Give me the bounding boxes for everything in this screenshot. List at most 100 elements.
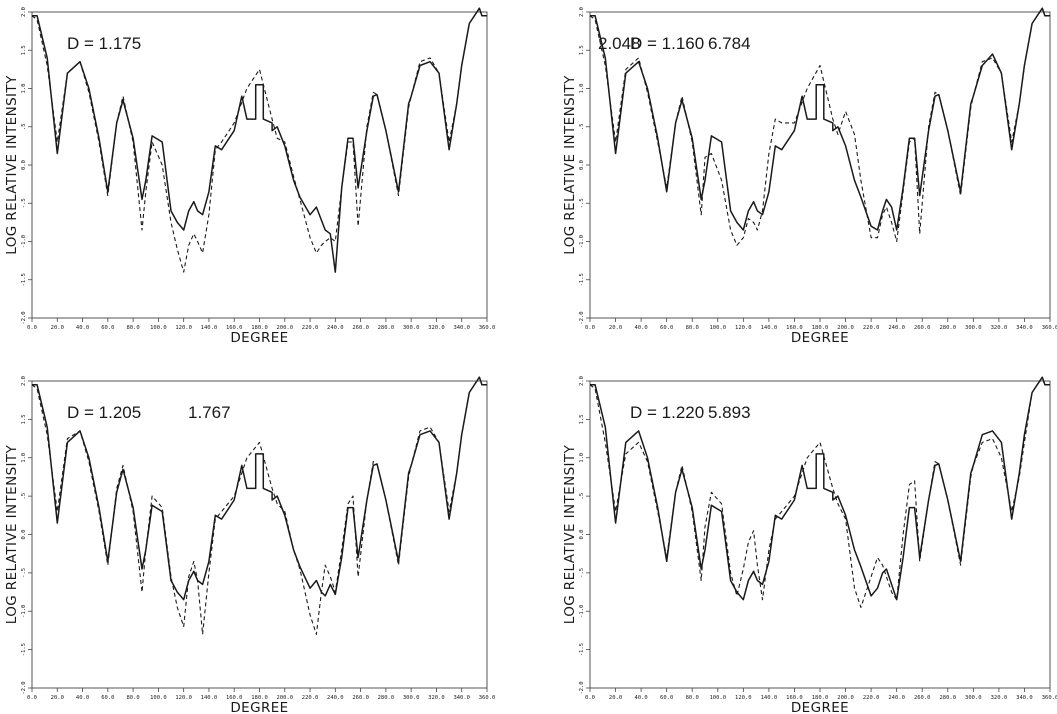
y-tick-label: 1.5	[21, 414, 27, 424]
annotation-fit-value: 6.784	[708, 34, 751, 53]
x-tick-label: 320.0	[991, 325, 1008, 331]
y-tick-label: -2.0	[21, 311, 27, 324]
panel-top-right: 0.0 20.0 40.0 60.0 80.0 100.0 120.0 140.0 160.0 1…	[562, 7, 1057, 346]
x-tick-label: 220.0	[302, 325, 319, 331]
x-tick-label: 80.0	[126, 695, 139, 701]
x-tick-label: 20.0	[609, 695, 622, 701]
x-tick-label: 60.0	[660, 695, 673, 701]
annotation-d-value: D = 1.220	[630, 403, 704, 422]
x-tick-label: 260.0	[352, 325, 369, 331]
x-tick-label: 60.0	[660, 325, 673, 331]
solid-curve	[590, 376, 1050, 601]
x-tick-label: 360.0	[1042, 325, 1057, 331]
x-tick-label: 220.0	[302, 695, 319, 701]
x-tick-label: 120.0	[735, 695, 752, 701]
y-axis-label: LOG RELATIVE INTENSITY	[4, 75, 20, 255]
y-tick-label: -.5	[579, 198, 585, 208]
x-tick-label: 40.0	[76, 695, 89, 701]
y-tick-label: -1.0	[21, 235, 27, 248]
y-tick-label: 1.5	[579, 45, 585, 55]
x-tick-label: 260.0	[914, 695, 931, 701]
annotation-d-value: D = 1.175	[67, 34, 141, 53]
x-tick-label: 320.0	[428, 695, 445, 701]
x-tick-label: 200.0	[276, 325, 293, 331]
x-tick-label: 240.0	[327, 695, 344, 701]
x-axis-label: DEGREE	[791, 700, 849, 714]
annotation-fit-value: 5.893	[708, 403, 751, 422]
x-tick-label: 80.0	[686, 325, 699, 331]
y-tick-label: .5	[21, 123, 27, 130]
annotation-fit-value: 2.048	[598, 34, 641, 53]
x-tick-label: 300.0	[403, 695, 420, 701]
x-axis-label: DEGREE	[791, 330, 849, 346]
x-tick-label: 180.0	[812, 695, 829, 701]
y-tick-label: -.5	[21, 198, 27, 208]
x-tick-label: 340.0	[1016, 325, 1033, 331]
x-axis-label: DEGREE	[230, 330, 288, 346]
x-tick-label: 340.0	[453, 695, 470, 701]
y-tick-label: .5	[579, 493, 585, 500]
x-tick-label: 20.0	[609, 325, 622, 331]
y-tick-label: 1.0	[579, 84, 585, 94]
y-tick-label: -2.0	[21, 681, 27, 694]
solid-curve	[590, 7, 1050, 231]
x-tick-label: 340.0	[453, 325, 470, 331]
x-tick-label: 200.0	[837, 695, 854, 701]
x-tick-label: 120.0	[175, 325, 192, 331]
x-tick-label: 140.0	[761, 695, 778, 701]
x-tick-label: 360.0	[479, 325, 496, 331]
x-tick-label: 160.0	[226, 695, 243, 701]
x-axis-label: DEGREE	[230, 700, 288, 714]
x-tick-label: 160.0	[786, 325, 803, 331]
x-tick-label: 320.0	[991, 695, 1008, 701]
x-tick-label: 360.0	[1042, 695, 1057, 701]
plot-frame	[31, 11, 488, 319]
x-tick-label: 0.0	[27, 695, 37, 701]
dashed-curve	[31, 376, 487, 635]
x-tick-label: 40.0	[634, 695, 647, 701]
y-tick-label: -1.5	[579, 273, 585, 286]
panel-bottom-right: 0.0 20.0 40.0 60.0 80.0 100.0 120.0 140.0 160.0 1…	[562, 376, 1057, 714]
x-tick-label: 300.0	[403, 325, 420, 331]
x-tick-label: 360.0	[479, 695, 496, 701]
x-tick-label: 100.0	[709, 325, 726, 331]
x-tick-label: 0.0	[585, 325, 595, 331]
y-tick-label: .5	[21, 493, 27, 500]
x-tick-label: 60.0	[101, 695, 114, 701]
panel-top-left: 0.0 20.0 40.0 60.0 80.0 100.0 120.0 140.0 160.0 1…	[4, 7, 641, 346]
y-tick-label: 2.0	[579, 376, 585, 386]
x-tick-label: 80.0	[686, 695, 699, 701]
x-tick-label: 280.0	[378, 695, 395, 701]
x-tick-label: 240.0	[888, 325, 905, 331]
y-tick-label: 1.0	[21, 84, 27, 94]
x-tick-label: 120.0	[735, 325, 752, 331]
x-tick-label: 60.0	[101, 325, 114, 331]
x-tick-label: 100.0	[150, 695, 167, 701]
panel-bottom-left: 0.0 20.0 40.0 60.0 80.0 100.0 120.0 140.0 160.0 1…	[4, 376, 495, 714]
y-tick-label: -1.5	[579, 643, 585, 656]
x-tick-label: 0.0	[27, 325, 37, 331]
y-tick-label: -2.0	[579, 311, 585, 324]
plot-frame	[589, 380, 1051, 689]
x-tick-label: 300.0	[965, 695, 982, 701]
x-tick-label: 140.0	[761, 325, 778, 331]
annotation-d-value: D = 1.205	[67, 403, 141, 422]
y-tick-label: 1.5	[21, 45, 27, 55]
x-tick-label: 0.0	[585, 695, 595, 701]
x-tick-label: 160.0	[786, 695, 803, 701]
x-tick-label: 280.0	[939, 325, 956, 331]
x-tick-label: 180.0	[251, 325, 268, 331]
x-tick-label: 100.0	[150, 325, 167, 331]
y-tick-label: 1.0	[579, 453, 585, 463]
y-tick-label: -1.5	[21, 273, 27, 286]
y-tick-label: 0.0	[579, 530, 585, 540]
x-tick-label: 140.0	[201, 695, 218, 701]
y-tick-label: 2.0	[579, 7, 585, 17]
y-axis-label: LOG RELATIVE INTENSITY	[4, 444, 20, 624]
y-tick-label: .5	[579, 123, 585, 130]
y-tick-label: -.5	[21, 568, 27, 578]
x-tick-label: 280.0	[378, 325, 395, 331]
y-tick-label: -1.0	[579, 235, 585, 248]
y-tick-label: -1.5	[21, 643, 27, 656]
